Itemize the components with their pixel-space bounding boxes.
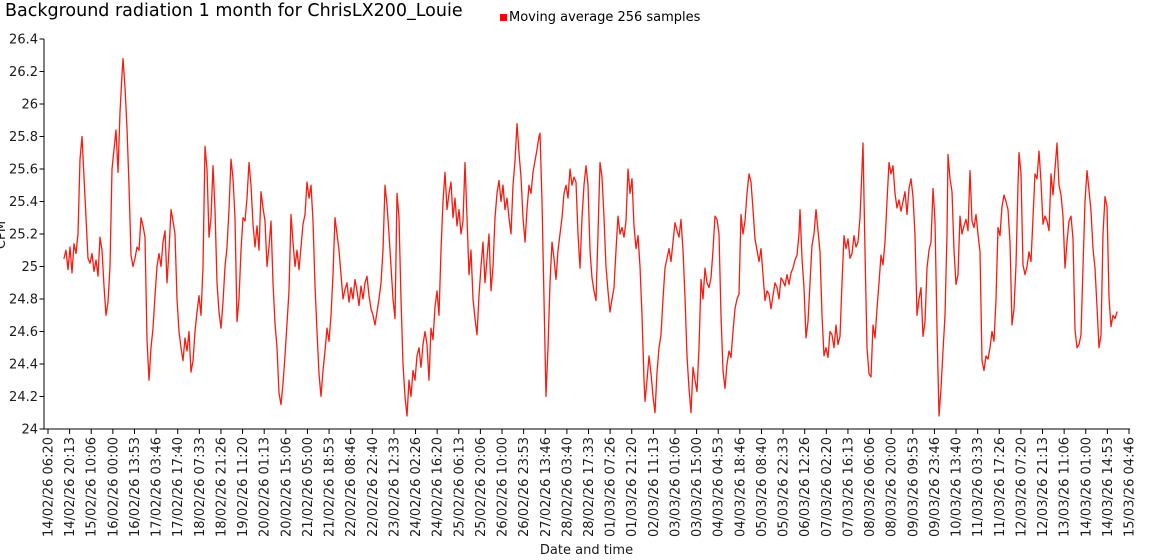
x-tick-label: 24/02/26 16:20 [431,437,446,537]
x-tick-label: 13/03/26 11:06 [1058,437,1073,537]
x-tick-label: 04/03/26 18:46 [733,437,748,537]
x-tick-label: 22/02/26 22:40 [366,437,381,537]
x-tick-label: 01/03/26 07:26 [604,437,619,537]
x-tick-label: 18/02/26 07:33 [193,437,208,537]
y-tick-label: 25.8 [9,130,38,145]
x-tick-label: 08/03/26 20:00 [885,437,900,537]
x-tick-label: 16/02/26 00:00 [106,437,121,537]
x-tick-label: 20/02/26 15:06 [279,437,294,537]
x-tick-label: 07/03/26 16:13 [841,437,856,537]
x-tick-label: 26/02/26 10:00 [496,437,511,537]
legend-marker-icon [500,14,507,21]
x-tick-label: 28/02/26 03:40 [560,437,575,537]
legend: Moving average 256 samples [500,10,700,25]
y-tick-label: 24.2 [9,390,38,405]
moving-average-line [63,57,1118,417]
x-tick-label: 04/03/26 04:53 [712,437,727,537]
x-tick-label: 25/02/26 06:13 [452,437,467,537]
x-tick-label: 18/02/26 21:26 [214,437,229,537]
x-tick-label: 14/03/26 14:53 [1101,437,1116,537]
x-tick-label: 23/02/26 12:33 [387,437,402,537]
y-tick-label: 24.8 [9,293,38,308]
x-tick-label: 14/03/26 01:00 [1079,437,1094,537]
y-tick-label: 25.4 [9,195,38,210]
y-tick-label: 24.6 [9,325,38,340]
x-tick-label: 12/03/26 21:13 [1036,437,1051,537]
legend-label: Moving average 256 samples [509,10,701,25]
x-tick-label: 11/03/26 03:33 [971,437,986,537]
x-tick-label: 03/03/26 01:06 [668,437,683,537]
x-tick-label: 02/03/26 11:13 [647,437,662,537]
x-tick-label: 03/03/26 15:00 [690,437,705,537]
y-tick-label: 25.2 [9,228,38,243]
x-tick-label: 12/03/26 07:20 [1014,437,1029,537]
x-tick-label: 19/02/26 11:20 [236,437,251,537]
x-tick-label: 01/03/26 21:20 [625,437,640,537]
y-tick-label: 24.4 [9,358,38,373]
x-tick-label: 16/02/26 13:53 [128,437,143,537]
x-tick-label: 08/03/26 06:06 [863,437,878,537]
x-tick-label: 27/02/26 13:46 [539,437,554,537]
x-tick-label: 11/03/26 17:26 [993,437,1008,537]
y-tick-label: 25.6 [9,163,38,178]
x-tick-label: 17/02/26 17:40 [171,437,186,537]
x-tick-label: 15/02/26 10:06 [85,437,100,537]
x-tick-label: 20/02/26 01:13 [258,437,273,537]
y-tick-label: 25 [21,260,38,275]
x-tick-label: 17/02/26 03:46 [150,437,165,537]
x-tick-label: 22/02/26 08:46 [344,437,359,537]
x-tick-label: 09/03/26 23:46 [928,437,943,537]
x-tick-label: 28/02/26 17:33 [582,437,597,537]
x-tick-label: 07/03/26 02:20 [820,437,835,537]
x-tick-label: 15/03/26 04:46 [1123,437,1138,537]
y-tick-label: 26 [21,98,38,113]
y-axis-title: CPM [0,221,9,249]
x-tick-label: 06/03/26 12:26 [798,437,813,537]
x-tick-label: 24/02/26 02:26 [409,437,424,537]
x-tick-label: 14/02/26 20:13 [63,437,78,537]
y-tick-label: 26.2 [9,65,38,80]
y-tick-label: 26.4 [9,33,38,48]
x-tick-label: 05/03/26 08:40 [755,437,770,537]
x-tick-label: 25/02/26 20:06 [474,437,489,537]
x-tick-label: 14/02/26 06:20 [42,437,57,537]
x-tick-label: 05/03/26 22:33 [777,437,792,537]
x-axis-title: Date and time [540,543,633,558]
x-tick-label: 21/02/26 05:00 [301,437,316,537]
x-tick-label: 10/03/26 13:40 [950,437,965,537]
chart-title: Background radiation 1 month for ChrisLX… [5,1,463,21]
y-tick-label: 24 [21,423,38,438]
x-tick-label: 09/03/26 09:53 [906,437,921,537]
x-tick-label: 26/02/26 23:53 [517,437,532,537]
x-tick-label: 21/02/26 18:53 [323,437,338,537]
